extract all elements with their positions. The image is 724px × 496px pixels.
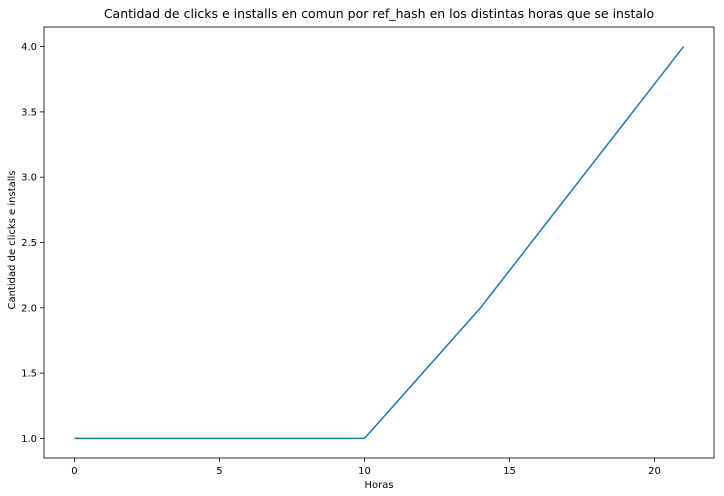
x-tick-label: 5 [216, 466, 222, 477]
x-axis-ticks: 0 5 10 15 20 [71, 458, 661, 477]
chart-title: Cantidad de clicks e installs en comun p… [104, 6, 654, 21]
x-tick-label: 10 [358, 466, 371, 477]
y-tick-label: 3.0 [21, 173, 37, 184]
y-tick-label: 3.5 [21, 107, 37, 118]
y-tick-label: 2.5 [21, 238, 37, 249]
x-axis-label: Horas [364, 480, 393, 491]
x-tick-label: 15 [503, 466, 516, 477]
y-tick-label: 1.5 [21, 369, 37, 380]
y-tick-label: 1.0 [21, 434, 37, 445]
x-tick-label: 0 [71, 466, 77, 477]
x-tick-label: 20 [648, 466, 661, 477]
y-axis-label: Cantidad de clicks e installs [7, 170, 18, 309]
y-axis-ticks: 1.0 1.5 2.0 2.5 3.0 3.5 4.0 [21, 42, 44, 445]
y-tick-label: 4.0 [21, 42, 37, 53]
plot-frame [43, 26, 715, 459]
series-line-0 [74, 46, 685, 440]
plot-area [43, 26, 715, 459]
y-tick-label: 2.0 [21, 303, 37, 314]
